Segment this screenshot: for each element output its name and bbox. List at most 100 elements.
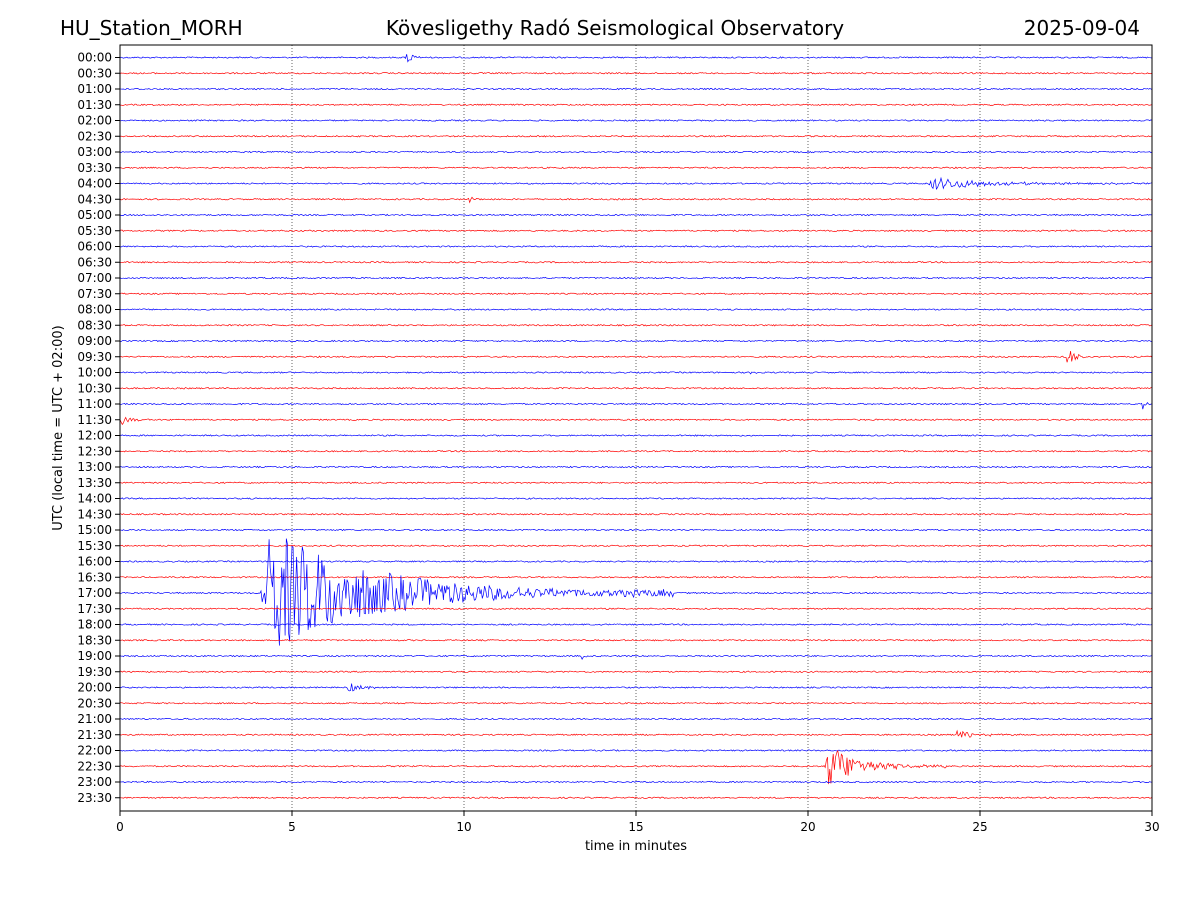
trace-1730 [119,607,1153,610]
trace-0930 [119,350,1153,363]
y-tick-label: 17:30 [77,602,112,616]
trace-0530 [119,229,1153,232]
trace-1700 [119,538,1153,646]
trace-2230 [119,749,1153,785]
seismic-traces [119,54,1153,799]
trace-0200 [119,119,1153,122]
trace-1800 [119,623,1153,626]
chart-date: 2025-09-04 [1024,16,1140,40]
trace-0800 [119,308,1153,311]
y-tick-label: 08:30 [77,318,112,332]
trace-1400 [119,497,1153,500]
y-tick-label: 11:30 [77,413,112,427]
trace-2000 [119,683,1153,692]
y-tick-label: 06:30 [77,255,112,269]
y-tick-label: 10:30 [77,381,112,395]
x-tick-label: 20 [800,820,815,834]
trace-0700 [119,276,1153,280]
y-tick-label: 10:00 [77,366,112,380]
trace-1630 [119,576,1153,579]
trace-2100 [119,717,1153,721]
y-tick-label: 19:30 [77,665,112,679]
x-tick-label: 0 [116,820,124,834]
trace-1600 [119,560,1153,563]
x-tick-label: 25 [972,820,987,834]
y-tick-label: 16:00 [77,555,112,569]
trace-0900 [119,339,1153,343]
y-tick-label: 04:30 [77,192,112,206]
trace-1500 [119,528,1153,532]
trace-1130 [119,416,1153,426]
x-tick-label: 15 [628,820,643,834]
y-tick-label: 03:00 [77,145,112,159]
y-tick-label: 05:30 [77,224,112,238]
y-tick-label: 05:00 [77,208,112,222]
trace-1430 [119,513,1153,516]
y-tick-label: 23:00 [77,775,112,789]
trace-1030 [119,387,1153,390]
y-tick-label: 22:30 [77,759,112,773]
trace-1100 [119,402,1153,410]
trace-0630 [119,261,1153,264]
trace-1900 [119,654,1153,661]
trace-0600 [119,245,1153,248]
y-tick-label: 16:30 [77,570,112,584]
trace-1830 [119,639,1153,642]
observatory-title: Kövesligethy Radó Seismological Observat… [386,16,844,40]
y-tick-label: 14:00 [77,492,112,506]
trace-0000 [119,54,1153,63]
trace-0830 [119,324,1153,327]
y-axis-label: UTC (local time = UTC + 02:00) [51,325,66,530]
trace-1530 [119,544,1153,547]
y-tick-label: 23:30 [77,791,112,805]
trace-1230 [119,450,1153,453]
y-tick-label: 08:00 [77,303,112,317]
trace-1930 [119,670,1153,673]
y-tick-label: 15:30 [77,539,112,553]
y-tick-label: 02:30 [77,129,112,143]
trace-0130 [119,103,1153,106]
y-tick-label: 01:30 [77,98,112,112]
trace-0330 [119,166,1153,169]
trace-1330 [119,481,1153,484]
y-tick-label: 19:00 [77,649,112,663]
y-tick-label: 07:00 [77,271,112,285]
y-tick-label: 11:00 [77,397,112,411]
trace-2200 [119,749,1153,752]
y-tick-label: 20:30 [77,696,112,710]
y-tick-label: 12:00 [77,429,112,443]
y-tick-label: 01:00 [77,82,112,96]
trace-0300 [119,150,1153,154]
trace-2330 [119,796,1153,799]
trace-0730 [119,292,1153,295]
y-tick-label: 00:00 [77,51,112,65]
y-tick-label: 21:30 [77,728,112,742]
y-tick-label: 03:30 [77,161,112,175]
y-tick-label: 15:00 [77,523,112,537]
vertical-gridlines [291,45,981,811]
x-tick-label: 5 [288,820,296,834]
y-tick-label: 22:00 [77,744,112,758]
y-tick-label: 21:00 [77,712,112,726]
y-tick-label: 00:30 [77,66,112,80]
y-tick-label: 06:00 [77,240,112,254]
trace-2030 [119,702,1153,705]
y-tick-label: 13:00 [77,460,112,474]
x-axis-label: time in minutes [585,839,687,854]
trace-2300 [119,780,1153,784]
y-tick-label: 12:30 [77,444,112,458]
y-tick-label: 20:00 [77,681,112,695]
x-axis-ticks: 0 5 10 15 20 25 30 [116,811,1160,834]
trace-0500 [119,213,1153,217]
trace-2130 [119,729,1153,738]
trace-0230 [119,135,1153,138]
y-tick-label: 18:30 [77,633,112,647]
y-tick-label: 17:00 [77,586,112,600]
trace-1200 [119,434,1153,437]
trace-0430 [119,196,1153,204]
y-tick-label: 04:00 [77,177,112,191]
station-name: HU_Station_MORH [60,16,243,40]
trace-1000 [119,371,1153,375]
